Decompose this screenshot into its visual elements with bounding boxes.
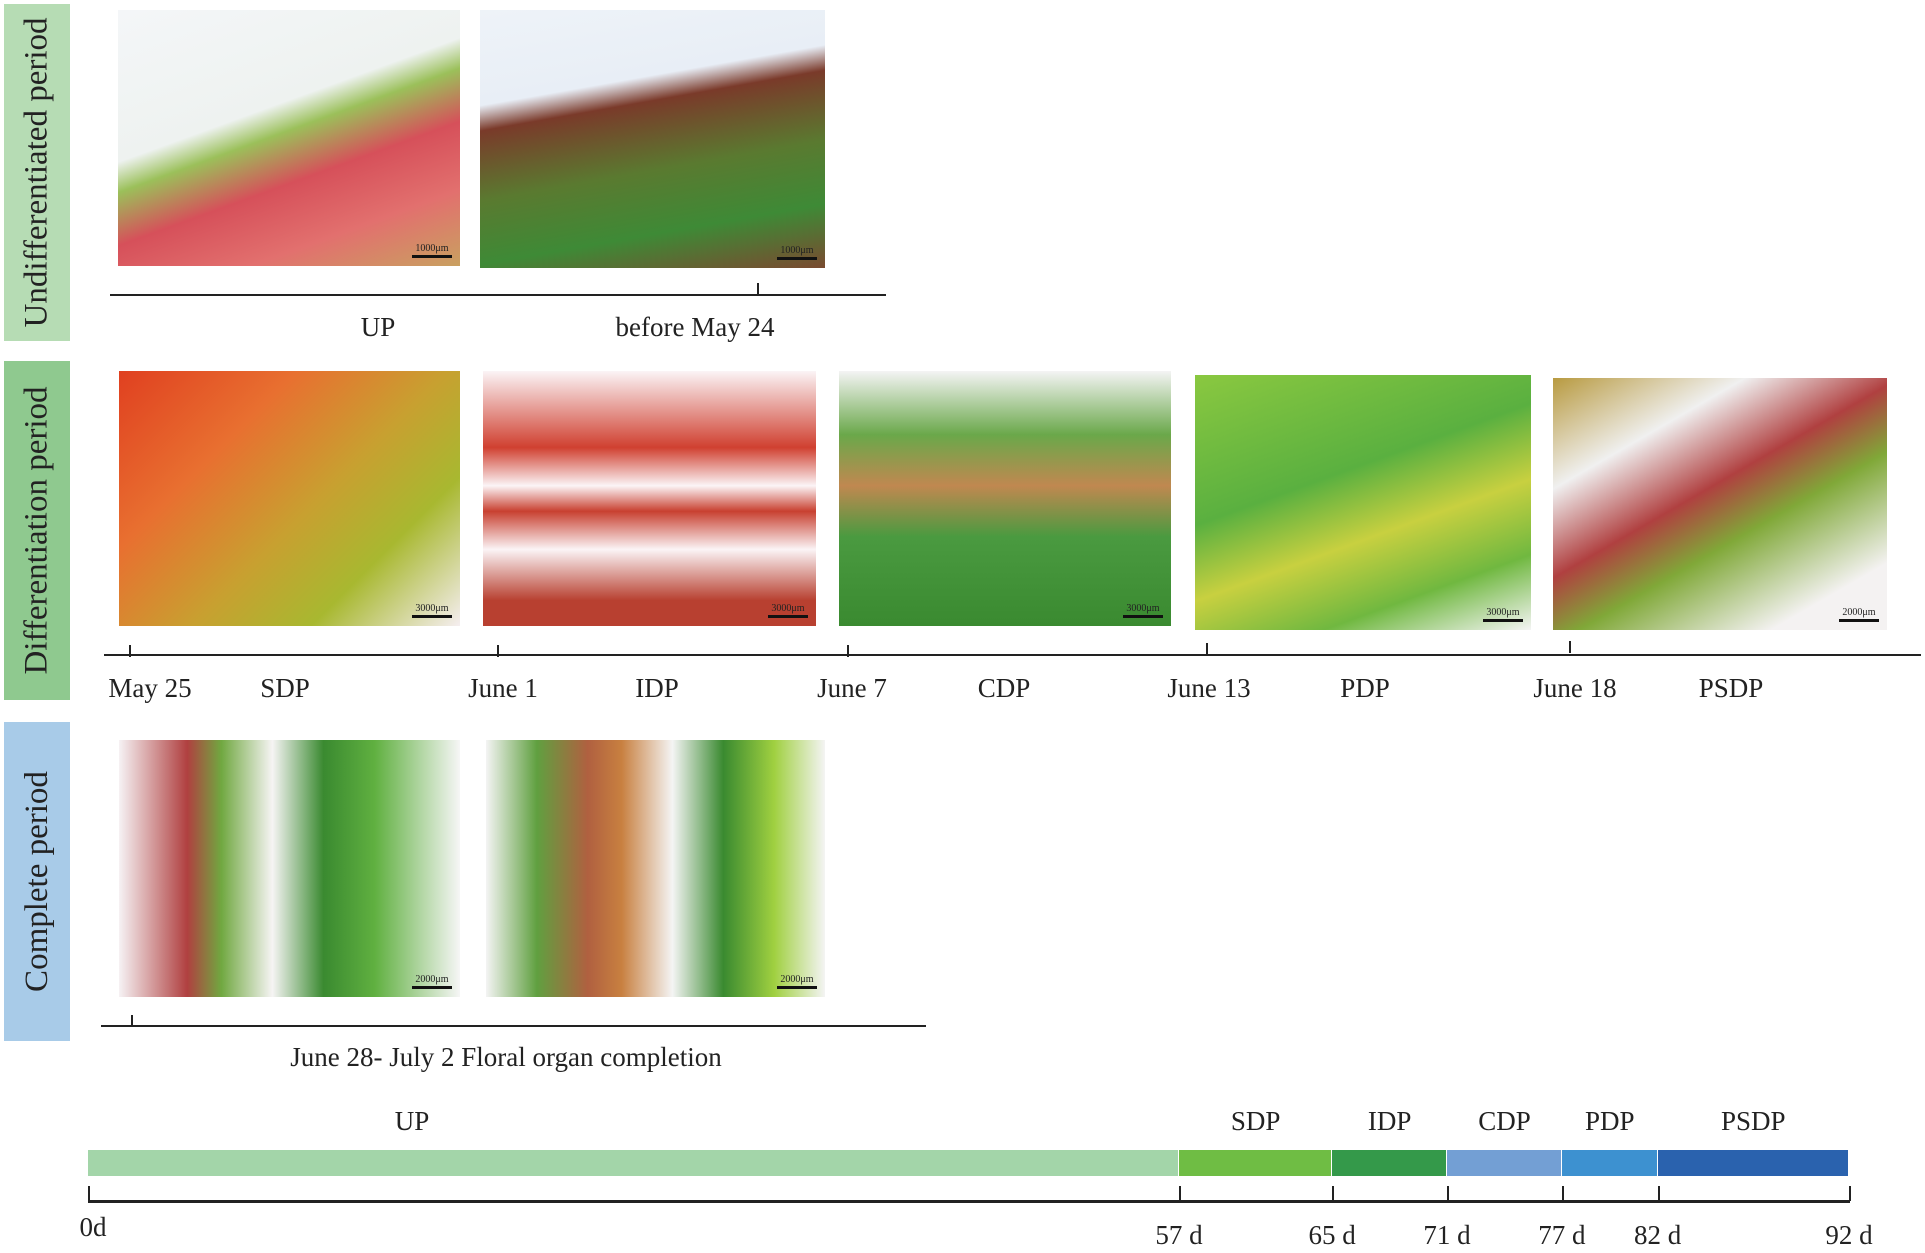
photo-pdp: 3000μm: [1195, 375, 1531, 630]
date-label: June 18: [1533, 673, 1617, 703]
scale-bar: 1000μm: [777, 245, 817, 260]
photo-up-1: 1000μm: [118, 10, 460, 266]
stage-label: SDP: [260, 673, 310, 703]
label-undifferentiated-period: Undifferentiated period: [4, 4, 70, 341]
scale-text: 2000μm: [415, 974, 449, 985]
tick: [847, 645, 849, 657]
label-text: Complete period: [18, 771, 55, 992]
label-differentiation-period: Differentiation period: [4, 361, 70, 700]
tick: [1206, 643, 1208, 655]
scale-text: 3000μm: [771, 603, 805, 614]
label-text: Differentiation period: [18, 386, 55, 675]
photo-up-2: 1000μm: [480, 10, 825, 268]
stage-label: IDP: [635, 673, 679, 703]
photo-cdp: 3000μm: [839, 371, 1171, 626]
segment-label: SDP: [1230, 1106, 1281, 1136]
scale-text: 2000μm: [780, 974, 814, 985]
photo-complete-2: 2000μm: [486, 740, 825, 997]
tick: [757, 283, 759, 295]
segment-idp: [1332, 1150, 1447, 1176]
segment-label: UP: [394, 1106, 430, 1136]
label-complete-period: Complete period: [4, 722, 70, 1041]
stage-label: UP: [360, 312, 396, 342]
day-tick: [1332, 1186, 1335, 1201]
scale-text: 1000μm: [415, 243, 449, 254]
day-tick: [88, 1186, 90, 1201]
day-tick-label: 57 d: [1155, 1220, 1203, 1250]
day-tick: [1849, 1186, 1851, 1201]
scale-text: 2000μm: [1842, 607, 1876, 618]
day-tick-label: 0d: [79, 1212, 107, 1242]
timeline-row3: [101, 1025, 926, 1027]
scale-text: 3000μm: [1126, 603, 1160, 614]
stage-label: PDP: [1340, 673, 1390, 703]
photo-complete-1: 2000μm: [119, 740, 460, 997]
caption: June 28- July 2 Floral organ completion: [290, 1042, 722, 1072]
segment-label: PSDP: [1721, 1106, 1786, 1136]
timeline-row2: [104, 654, 1921, 656]
tick: [497, 645, 499, 657]
timeline-row1: [110, 294, 886, 296]
date-label: before May 24: [615, 312, 775, 342]
day-axis: [88, 1200, 1850, 1203]
day-tick: [1561, 1186, 1564, 1201]
day-tick: [1179, 1186, 1182, 1201]
segment-label: PDP: [1584, 1106, 1635, 1136]
segment-label: CDP: [1478, 1106, 1531, 1136]
photo-idp: 3000μm: [483, 371, 816, 626]
segment-up: [88, 1150, 1179, 1176]
segment-cdp: [1447, 1150, 1561, 1176]
scale-bar: 1000μm: [412, 243, 452, 258]
date-label: June 1: [468, 673, 538, 703]
day-tick: [1447, 1186, 1450, 1201]
segment-psdp: [1657, 1150, 1848, 1176]
day-tick-label: 77 d: [1538, 1220, 1586, 1250]
date-label: June 7: [817, 673, 887, 703]
tick: [1569, 641, 1571, 653]
day-tick-label: 65 d: [1308, 1220, 1356, 1250]
label-text: Undifferentiated period: [18, 17, 55, 328]
day-tick-label: 92 d: [1825, 1220, 1873, 1250]
segment-label: IDP: [1367, 1106, 1412, 1136]
photo-sdp: 3000μm: [119, 371, 460, 626]
date-label: June 13: [1167, 673, 1251, 703]
tick: [129, 645, 131, 657]
stage-label: CDP: [977, 673, 1031, 703]
scale-text: 3000μm: [415, 603, 449, 614]
date-label: May 25: [108, 673, 192, 703]
segment-sdp: [1179, 1150, 1332, 1176]
scale-text: 1000μm: [780, 245, 814, 256]
day-tick: [1657, 1186, 1660, 1201]
day-tick-label: 82 d: [1633, 1220, 1682, 1250]
stage-label: PSDP: [1698, 673, 1764, 703]
tick: [131, 1015, 133, 1027]
day-tick-label: 71 d: [1423, 1220, 1471, 1250]
photo-psdp: 2000μm: [1553, 378, 1887, 630]
scale-text: 3000μm: [1486, 607, 1520, 618]
segment-pdp: [1561, 1150, 1657, 1176]
